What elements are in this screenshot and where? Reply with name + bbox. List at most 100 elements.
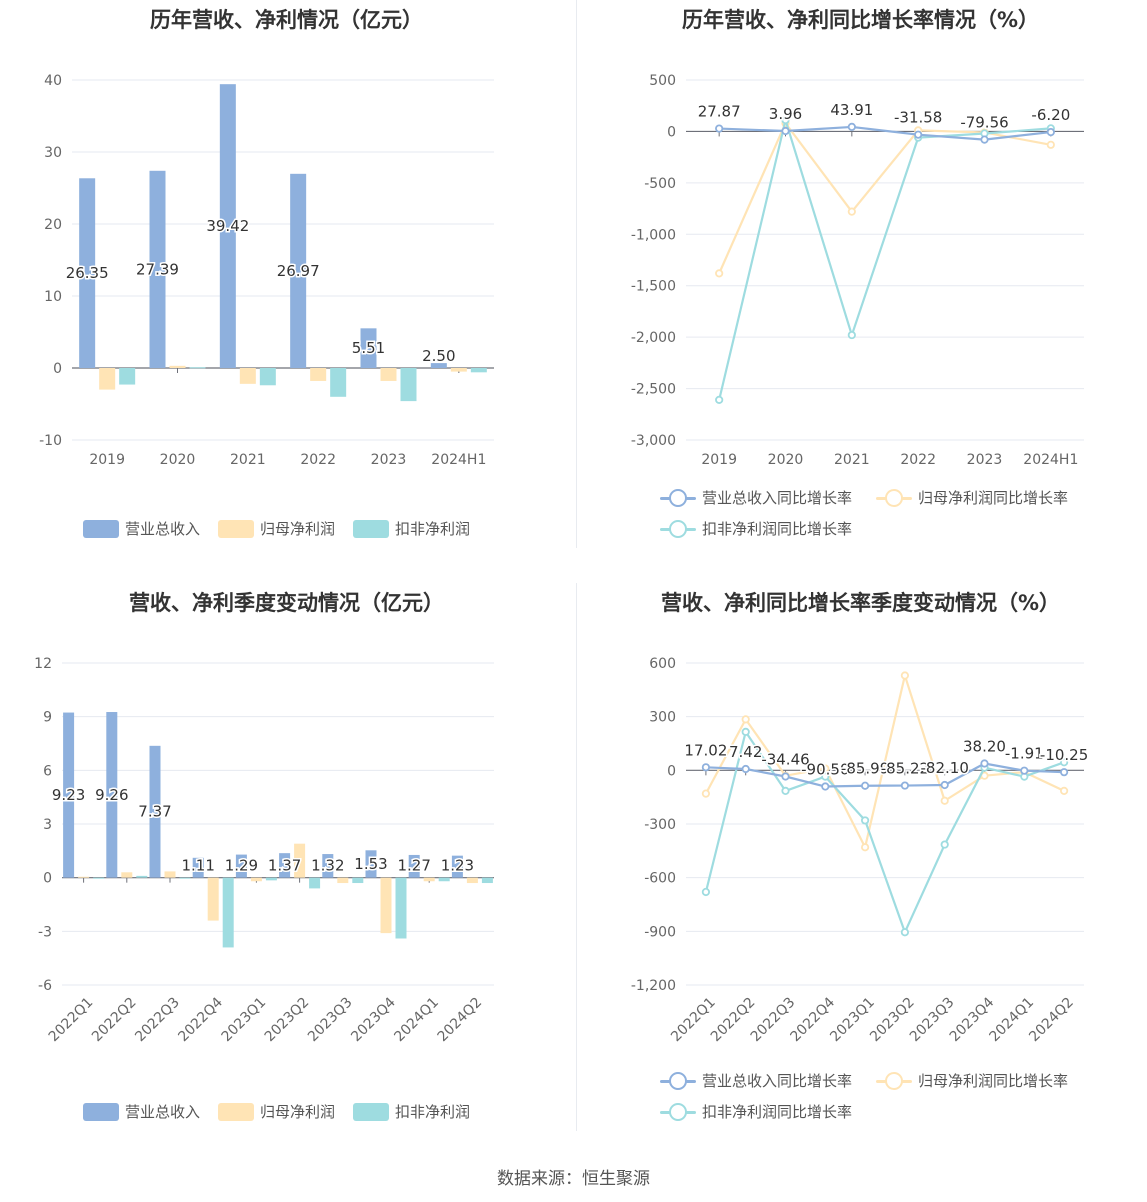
bar-归母净利润-2022Q4 — [207, 877, 219, 921]
y-tick-label: -300 — [644, 817, 676, 833]
x-tick-label: 2022Q2 — [89, 995, 140, 1046]
point-归母净利润同比增长率-2022Q1 — [701, 789, 710, 798]
y-tick-label: 3 — [43, 817, 52, 833]
legend-label: 扣非净利润 — [395, 520, 471, 538]
legend-label: 归母净利润同比增长率 — [918, 489, 1069, 507]
point-营业总收入同比增长率-2024Q2 — [1059, 768, 1069, 777]
point-营业总收入同比增长率-2022 — [914, 130, 923, 139]
y-tick-label: 10 — [44, 289, 62, 305]
bar-归母净利润-2024Q2 — [466, 877, 478, 884]
x-tick-label: 2023 — [371, 452, 407, 468]
data-label: 1.23 — [441, 857, 474, 875]
x-tick-label: 2022Q4 — [175, 994, 226, 1045]
legend-item[interactable]: 营业总收入同比增长率 — [660, 487, 852, 508]
point-归母净利润同比增长率-2024Q2 — [1059, 786, 1069, 796]
legend-item[interactable]: 归母净利润同比增长率 — [876, 487, 1068, 508]
point-归母净利润同比增长率-2023Q1 — [860, 843, 870, 852]
bar-归母净利润-2023Q1 — [250, 877, 262, 882]
data-label: 1.11 — [181, 857, 214, 875]
y-tick-label: -1,200 — [631, 978, 676, 994]
data-label: -6.20 — [1031, 106, 1070, 124]
x-tick-label: 2023Q2 — [262, 995, 313, 1046]
bar-营业总收入-2021 — [219, 84, 236, 369]
line-归母净利润同比增长率 — [718, 122, 1052, 274]
point-归母净利润同比增长率-2024H1 — [1046, 140, 1055, 149]
bar-营业总收入-2019 — [79, 178, 96, 368]
point-扣非净利润同比增长率-2022Q1 — [701, 887, 710, 897]
y-tick-label: -3,000 — [631, 433, 676, 449]
legend-label: 营业总收入同比增长率 — [702, 489, 853, 507]
bar-扣非净利润-2023Q1 — [265, 877, 277, 881]
data-label: 1.29 — [225, 857, 258, 875]
chart-plot: -1,200-900-600-30003006002022Q12022Q2202… — [631, 656, 1090, 1045]
quarterly-growth-rate-chart: 营收、净利同比增长率季度变动情况（%） -1,200 -900 -600 -300 0 3… — [574, 583, 1147, 1166]
bar-扣非净利润-2022Q1 — [93, 877, 105, 879]
data-label: -1.91 — [1005, 745, 1044, 763]
legend-item[interactable]: 扣非净利润同比增长率 — [660, 1101, 852, 1122]
legend-item[interactable]: 归母净利润 — [218, 518, 335, 539]
y-tick-label: 600 — [649, 656, 676, 672]
bar-营业总收入-2022Q1 — [63, 712, 75, 878]
point-营业总收入同比增长率-2023Q2 — [900, 781, 909, 790]
x-tick-label: 2022 — [300, 452, 336, 468]
legend-swatch — [353, 519, 389, 538]
bar-营业总收入-2023Q4 — [365, 850, 377, 878]
legend-swatch — [218, 1102, 254, 1121]
bar-营业总收入-2024Q1 — [408, 854, 420, 878]
legend-item[interactable]: 归母净利润 — [218, 1101, 335, 1122]
y-tick-label: -2,000 — [631, 330, 676, 346]
annual-revenue-profit-chart: 历年营收、净利情况（亿元） -10 0 10 20 30 40 2019 2020 2021 20… — [0, 0, 573, 583]
y-tick-label: -10 — [39, 433, 62, 449]
legend-label: 扣非净利润 — [395, 1103, 471, 1121]
bar-扣非净利润-2023Q4 — [395, 877, 407, 939]
point-营业总收入同比增长率-2024H1 — [1046, 127, 1055, 137]
x-tick-label: 2024H1 — [1023, 452, 1078, 468]
data-label: 43.91 — [830, 101, 873, 119]
bar-扣非净利润-2023Q3 — [352, 877, 364, 884]
data-label: 17.02 — [684, 741, 727, 759]
point-扣非净利润同比增长率-2023Q1 — [860, 816, 870, 825]
chart-title: 营收、净利季度变动情况（亿元） — [129, 591, 444, 615]
bar-归母净利润-2023 — [380, 368, 397, 381]
legend-item[interactable]: 扣非净利润 — [353, 518, 470, 539]
y-tick-label: 0 — [43, 871, 52, 887]
legend-swatch — [876, 488, 912, 507]
legend-item[interactable]: 扣非净利润同比增长率 — [660, 518, 852, 539]
data-label: -90.50 — [801, 761, 849, 779]
legend-item[interactable]: 营业总收入同比增长率 — [660, 1070, 852, 1091]
x-tick-label: 2019 — [89, 452, 125, 468]
y-tick-label: -900 — [644, 924, 676, 940]
x-tick-label: 2022Q1 — [46, 995, 97, 1046]
point-营业总收入同比增长率-2024Q1 — [1020, 766, 1029, 775]
x-tick-label: 2024Q2 — [435, 995, 486, 1046]
y-tick-label: -3 — [38, 924, 52, 940]
point-营业总收入同比增长率-2023 — [980, 135, 989, 144]
data-label: 7.37 — [138, 803, 171, 821]
x-tick-label: 2021 — [834, 452, 870, 468]
legend-item[interactable]: 营业总收入 — [83, 518, 200, 539]
data-label: 39.42 — [206, 217, 249, 235]
point-扣非净利润同比增长率-2021 — [847, 330, 856, 340]
legend-item[interactable]: 扣非净利润 — [353, 1101, 470, 1122]
legend-swatch — [353, 1102, 389, 1121]
legend-swatch — [660, 1071, 696, 1090]
data-label: 9.23 — [52, 786, 85, 804]
legend-item[interactable]: 营业总收入 — [83, 1101, 200, 1122]
x-tick-label: 2020 — [160, 452, 196, 468]
data-label: 38.20 — [963, 737, 1006, 755]
point-扣非净利润同比增长率-2020 — [781, 116, 790, 125]
legend-label: 归母净利润 — [260, 1103, 336, 1121]
line-营业总收入同比增长率 — [719, 125, 1051, 141]
bar-扣非净利润-2024Q2 — [481, 877, 493, 884]
bar-归母净利润-2022 — [310, 368, 327, 381]
data-label: 1.32 — [311, 857, 344, 875]
data-label: -82.10 — [921, 759, 969, 777]
y-tick-label: -1,500 — [631, 279, 676, 295]
y-tick-label: -6 — [38, 978, 52, 994]
y-tick-label: 9 — [43, 710, 52, 726]
legend-item[interactable]: 归母净利润同比增长率 — [876, 1070, 1068, 1091]
data-label: -85.22 — [881, 760, 929, 778]
point-营业总收入同比增长率-2022Q1 — [701, 763, 710, 772]
point-营业总收入同比增长率-2023Q4 — [980, 759, 989, 768]
point-营业总收入同比增长率-2022Q4 — [821, 782, 830, 791]
